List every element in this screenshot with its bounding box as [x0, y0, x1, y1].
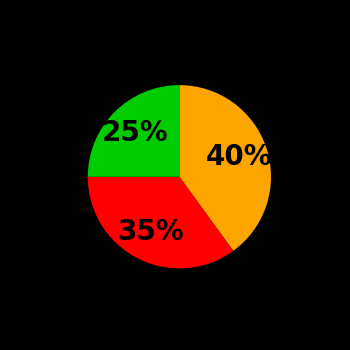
Text: 40%: 40%	[205, 144, 272, 172]
Wedge shape	[179, 85, 271, 251]
Text: 35%: 35%	[118, 218, 184, 246]
Wedge shape	[88, 177, 233, 268]
Text: 25%: 25%	[102, 119, 168, 147]
Wedge shape	[88, 85, 180, 177]
